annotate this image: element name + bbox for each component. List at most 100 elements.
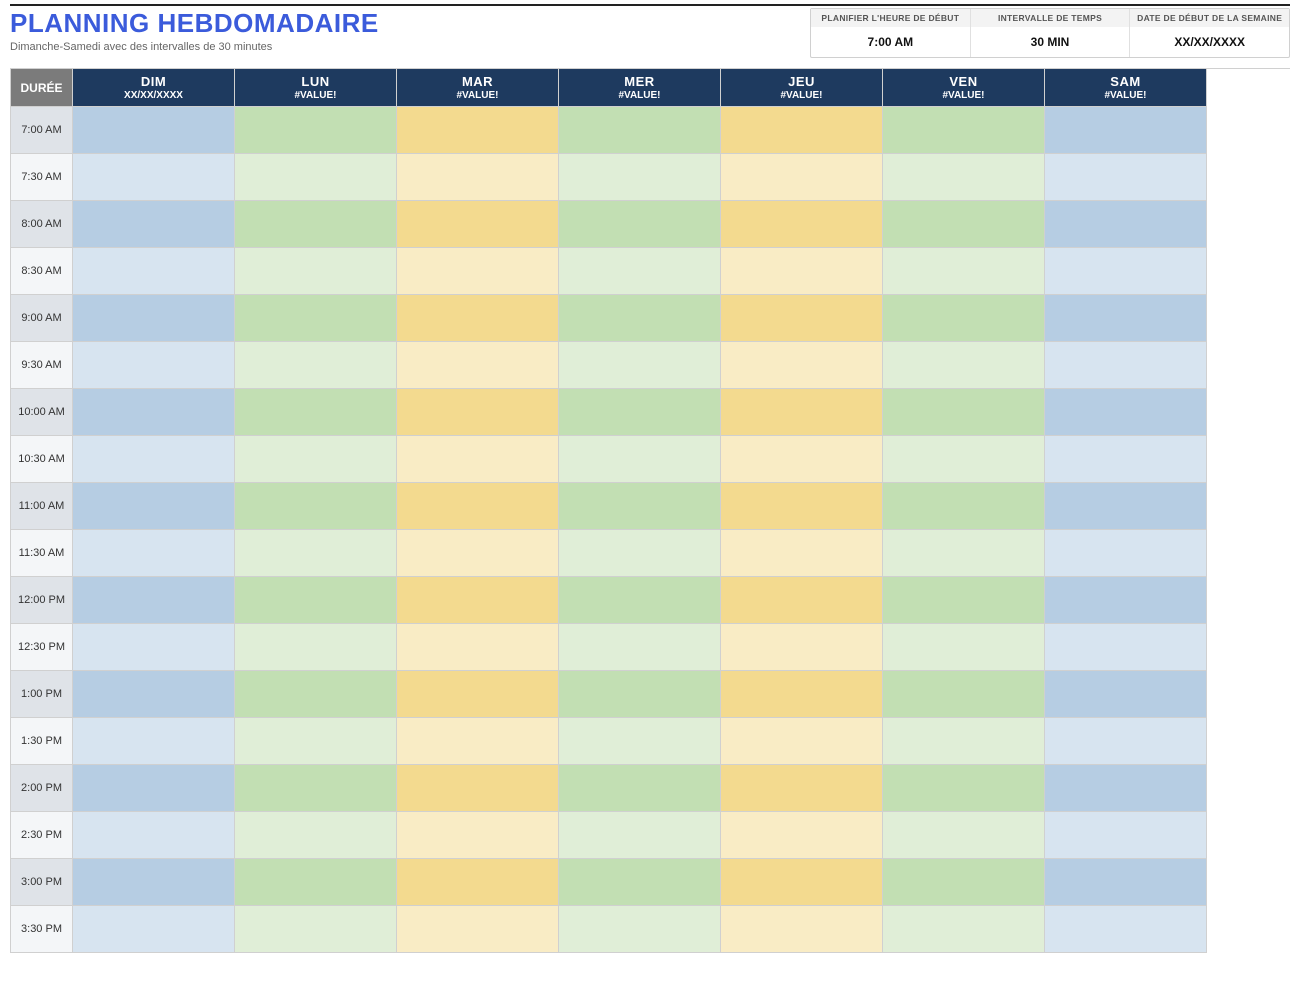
schedule-cell[interactable] bbox=[235, 718, 397, 765]
schedule-cell[interactable] bbox=[397, 671, 559, 718]
schedule-cell[interactable] bbox=[73, 483, 235, 530]
schedule-cell[interactable] bbox=[397, 201, 559, 248]
schedule-cell[interactable] bbox=[73, 812, 235, 859]
schedule-cell[interactable] bbox=[721, 154, 883, 201]
schedule-cell[interactable] bbox=[559, 624, 721, 671]
info-value[interactable]: 7:00 AM bbox=[811, 27, 970, 57]
schedule-cell[interactable] bbox=[397, 859, 559, 906]
schedule-cell[interactable] bbox=[1045, 671, 1207, 718]
schedule-cell[interactable] bbox=[883, 248, 1045, 295]
schedule-cell[interactable] bbox=[235, 906, 397, 953]
schedule-cell[interactable] bbox=[73, 577, 235, 624]
schedule-cell[interactable] bbox=[1045, 483, 1207, 530]
schedule-cell[interactable] bbox=[559, 718, 721, 765]
schedule-cell[interactable] bbox=[1045, 812, 1207, 859]
schedule-cell[interactable] bbox=[721, 718, 883, 765]
schedule-cell[interactable] bbox=[235, 436, 397, 483]
schedule-cell[interactable] bbox=[235, 154, 397, 201]
schedule-cell[interactable] bbox=[883, 859, 1045, 906]
schedule-cell[interactable] bbox=[883, 624, 1045, 671]
schedule-cell[interactable] bbox=[721, 436, 883, 483]
schedule-cell[interactable] bbox=[235, 483, 397, 530]
schedule-cell[interactable] bbox=[1045, 765, 1207, 812]
schedule-cell[interactable] bbox=[721, 248, 883, 295]
schedule-cell[interactable] bbox=[73, 295, 235, 342]
schedule-cell[interactable] bbox=[73, 154, 235, 201]
schedule-cell[interactable] bbox=[73, 671, 235, 718]
schedule-cell[interactable] bbox=[1045, 859, 1207, 906]
schedule-cell[interactable] bbox=[721, 765, 883, 812]
schedule-cell[interactable] bbox=[721, 624, 883, 671]
schedule-cell[interactable] bbox=[73, 201, 235, 248]
schedule-cell[interactable] bbox=[721, 483, 883, 530]
schedule-cell[interactable] bbox=[235, 624, 397, 671]
schedule-cell[interactable] bbox=[721, 530, 883, 577]
schedule-cell[interactable] bbox=[235, 859, 397, 906]
schedule-cell[interactable] bbox=[721, 201, 883, 248]
schedule-cell[interactable] bbox=[721, 671, 883, 718]
schedule-cell[interactable] bbox=[559, 342, 721, 389]
schedule-cell[interactable] bbox=[883, 436, 1045, 483]
schedule-cell[interactable] bbox=[73, 530, 235, 577]
schedule-cell[interactable] bbox=[397, 812, 559, 859]
schedule-cell[interactable] bbox=[397, 765, 559, 812]
schedule-cell[interactable] bbox=[883, 342, 1045, 389]
schedule-cell[interactable] bbox=[721, 859, 883, 906]
schedule-cell[interactable] bbox=[883, 671, 1045, 718]
schedule-cell[interactable] bbox=[559, 154, 721, 201]
schedule-cell[interactable] bbox=[721, 107, 883, 154]
schedule-cell[interactable] bbox=[883, 577, 1045, 624]
schedule-cell[interactable] bbox=[1045, 154, 1207, 201]
schedule-cell[interactable] bbox=[559, 906, 721, 953]
schedule-cell[interactable] bbox=[235, 812, 397, 859]
schedule-cell[interactable] bbox=[73, 107, 235, 154]
schedule-cell[interactable] bbox=[721, 577, 883, 624]
schedule-cell[interactable] bbox=[559, 107, 721, 154]
schedule-cell[interactable] bbox=[397, 342, 559, 389]
schedule-cell[interactable] bbox=[397, 483, 559, 530]
schedule-cell[interactable] bbox=[397, 577, 559, 624]
schedule-cell[interactable] bbox=[883, 718, 1045, 765]
schedule-cell[interactable] bbox=[559, 530, 721, 577]
schedule-cell[interactable] bbox=[1045, 436, 1207, 483]
schedule-cell[interactable] bbox=[559, 671, 721, 718]
schedule-cell[interactable] bbox=[1045, 530, 1207, 577]
schedule-cell[interactable] bbox=[559, 765, 721, 812]
schedule-cell[interactable] bbox=[235, 295, 397, 342]
schedule-cell[interactable] bbox=[883, 154, 1045, 201]
schedule-cell[interactable] bbox=[73, 389, 235, 436]
schedule-cell[interactable] bbox=[397, 906, 559, 953]
schedule-cell[interactable] bbox=[1045, 107, 1207, 154]
schedule-cell[interactable] bbox=[397, 295, 559, 342]
schedule-cell[interactable] bbox=[397, 530, 559, 577]
schedule-cell[interactable] bbox=[397, 154, 559, 201]
schedule-cell[interactable] bbox=[721, 295, 883, 342]
schedule-cell[interactable] bbox=[559, 248, 721, 295]
schedule-cell[interactable] bbox=[73, 765, 235, 812]
schedule-cell[interactable] bbox=[73, 718, 235, 765]
schedule-cell[interactable] bbox=[73, 906, 235, 953]
schedule-cell[interactable] bbox=[883, 295, 1045, 342]
schedule-cell[interactable] bbox=[721, 342, 883, 389]
schedule-cell[interactable] bbox=[235, 107, 397, 154]
schedule-cell[interactable] bbox=[559, 859, 721, 906]
schedule-cell[interactable] bbox=[235, 342, 397, 389]
schedule-cell[interactable] bbox=[397, 389, 559, 436]
schedule-cell[interactable] bbox=[73, 624, 235, 671]
schedule-cell[interactable] bbox=[235, 248, 397, 295]
schedule-cell[interactable] bbox=[721, 812, 883, 859]
schedule-cell[interactable] bbox=[883, 389, 1045, 436]
schedule-cell[interactable] bbox=[883, 765, 1045, 812]
schedule-cell[interactable] bbox=[1045, 201, 1207, 248]
info-value[interactable]: 30 MIN bbox=[971, 27, 1130, 57]
schedule-cell[interactable] bbox=[883, 483, 1045, 530]
schedule-cell[interactable] bbox=[397, 248, 559, 295]
schedule-cell[interactable] bbox=[397, 624, 559, 671]
schedule-cell[interactable] bbox=[397, 436, 559, 483]
schedule-cell[interactable] bbox=[883, 201, 1045, 248]
schedule-cell[interactable] bbox=[1045, 906, 1207, 953]
schedule-cell[interactable] bbox=[559, 201, 721, 248]
schedule-cell[interactable] bbox=[1045, 295, 1207, 342]
schedule-cell[interactable] bbox=[721, 389, 883, 436]
schedule-cell[interactable] bbox=[883, 812, 1045, 859]
